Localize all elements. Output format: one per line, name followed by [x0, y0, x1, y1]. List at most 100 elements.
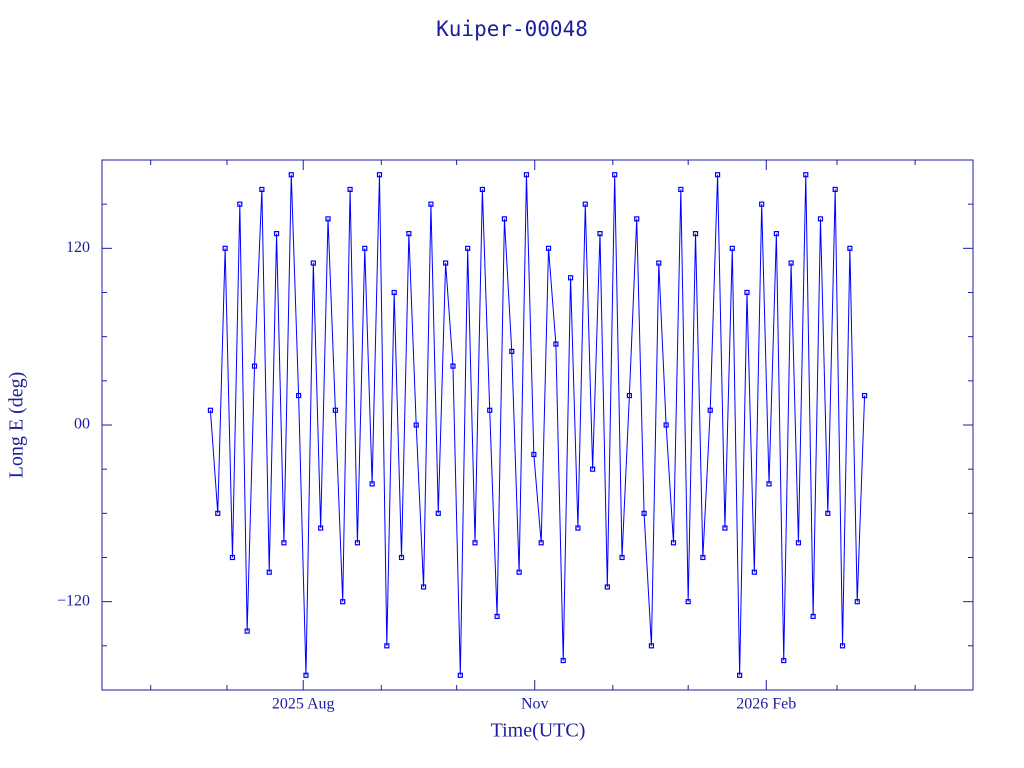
data-point [795, 540, 802, 546]
data-point [737, 672, 743, 678]
data-point [398, 554, 405, 561]
data-point [670, 540, 677, 546]
data-point [479, 186, 485, 193]
data-point [759, 201, 765, 207]
data-point [773, 231, 779, 237]
data-point [641, 510, 647, 516]
data-point [839, 643, 846, 649]
data-point [509, 348, 515, 354]
data-point [707, 407, 713, 413]
data-point [347, 186, 353, 193]
data-point [590, 466, 596, 472]
data-point [391, 289, 397, 296]
data-point [457, 672, 463, 678]
data-point [472, 540, 478, 546]
chart-title: Kuiper-00048 [436, 17, 588, 41]
data-point [714, 172, 721, 178]
data-point [288, 172, 294, 178]
data-point [318, 525, 324, 531]
data-point [810, 613, 816, 619]
data-point [244, 628, 250, 634]
x-tick-label: 2026 Feb [736, 696, 796, 713]
data-point [376, 172, 383, 178]
data-point [215, 510, 221, 516]
data-point [487, 407, 493, 413]
data-point [663, 422, 669, 428]
data-point [788, 260, 794, 266]
y-axis-label: Long E (deg) [6, 372, 28, 479]
data-point [861, 392, 868, 399]
data-point [413, 422, 419, 428]
y-tick-label: 120 [66, 239, 90, 256]
data-point [825, 510, 831, 516]
data-point [340, 599, 346, 605]
data-point [619, 554, 625, 561]
data-point [847, 245, 853, 251]
x-tick-label: Nov [521, 696, 549, 713]
data-point [582, 201, 588, 207]
data-point [685, 599, 691, 605]
data-point [369, 481, 375, 487]
data-point [854, 599, 860, 605]
data-point [420, 584, 427, 590]
x-tick-label: 2025 Aug [272, 696, 335, 713]
data-line [209, 174, 866, 676]
data-point [229, 554, 236, 561]
data-point [523, 172, 530, 178]
data-point [325, 216, 331, 222]
data-point [612, 172, 618, 178]
data-point [766, 481, 772, 487]
y-tick-label: −120 [57, 592, 90, 609]
data-point [296, 392, 302, 399]
data-point [803, 172, 809, 178]
data-point [273, 231, 280, 237]
data-point [832, 186, 838, 193]
data-point [428, 201, 434, 207]
data-point [597, 231, 603, 237]
data-point [545, 245, 552, 251]
data-point [494, 613, 500, 619]
data-point [237, 201, 243, 207]
data-point [560, 657, 566, 664]
data-point [354, 540, 361, 546]
data-point [656, 260, 662, 266]
data-point [516, 569, 522, 575]
data-point [501, 216, 508, 222]
data-point [817, 216, 824, 222]
data-point [626, 392, 632, 399]
data-point [443, 260, 449, 266]
data-point [538, 540, 544, 546]
data-point [406, 231, 412, 237]
data-point [384, 643, 390, 649]
data-point [435, 510, 441, 516]
data-point [303, 672, 309, 678]
data-point [362, 245, 368, 251]
data-point [648, 643, 655, 649]
data-point [281, 540, 287, 546]
data-point [222, 245, 228, 251]
data-point [744, 289, 750, 296]
data-point [332, 407, 338, 413]
data-point [567, 275, 574, 281]
data-point [553, 341, 559, 347]
data-point [729, 245, 735, 251]
data-point [465, 245, 471, 251]
data-point [692, 231, 699, 237]
plot-area [207, 172, 868, 678]
x-axis-label: Time(UTC) [491, 720, 586, 742]
data-point [722, 525, 728, 531]
data-point [251, 363, 258, 369]
data-point [575, 525, 581, 531]
data-point [634, 216, 640, 222]
data-point [604, 584, 610, 590]
data-point [310, 260, 316, 266]
data-point [531, 451, 537, 458]
data-point [678, 186, 684, 193]
data-point [207, 407, 214, 413]
data-point [450, 363, 456, 369]
data-point [781, 657, 787, 664]
data-point [751, 569, 757, 575]
y-tick-label: 00 [74, 416, 90, 433]
data-point [259, 186, 265, 193]
